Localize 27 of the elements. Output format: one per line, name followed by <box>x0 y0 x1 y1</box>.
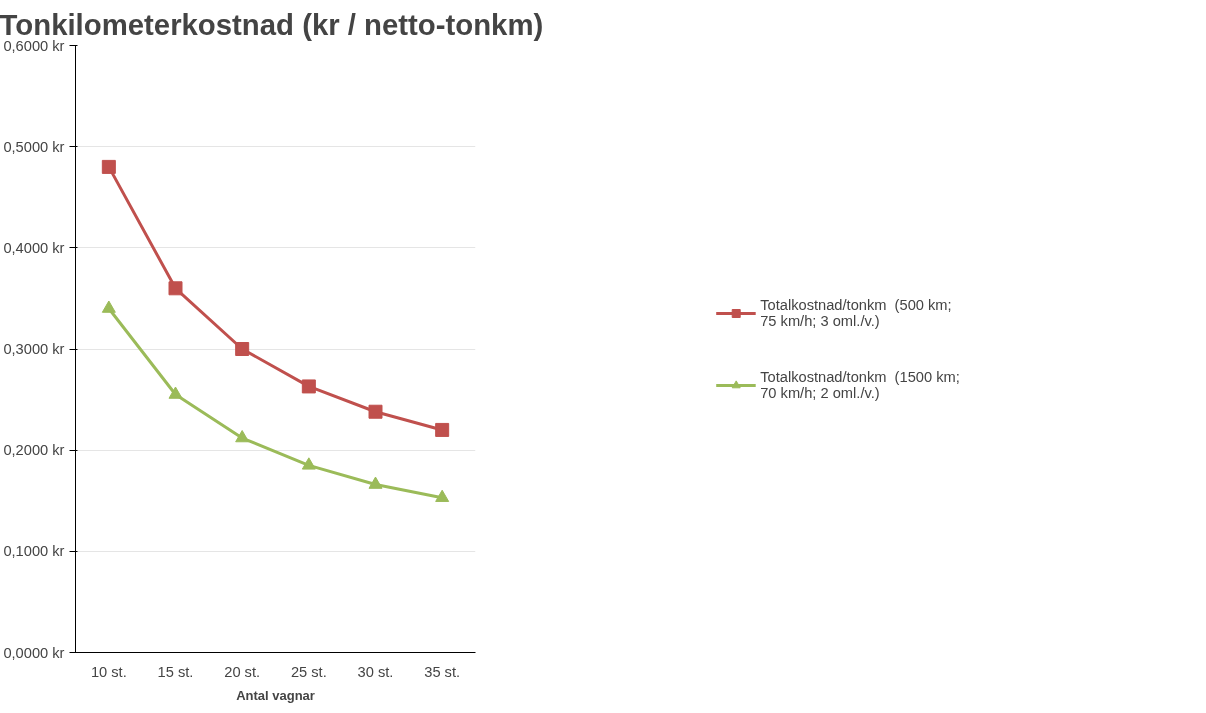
x-tick-label: 15 st. <box>157 663 194 680</box>
point <box>301 457 316 470</box>
x-tick-label: 25 st. <box>290 663 327 680</box>
point <box>235 342 250 356</box>
y-tick-label: 0,1000 kr <box>3 543 65 560</box>
y-tick-label: 0,3000 kr <box>3 341 65 357</box>
point <box>301 379 316 394</box>
y-tick-label: 0,2000 kr <box>3 442 65 459</box>
y-tick-label: 0,5000 kr <box>3 138 65 155</box>
legend-label: Totalkostnad/tonkm (500 km; 75 km/h; 3 oml./v.) <box>760 296 952 329</box>
point <box>168 281 183 296</box>
point <box>101 300 116 313</box>
x-tick-label: 10 st. <box>90 663 127 680</box>
legend-label: Totalkostnad/tonkm (1500 km; 70 km/h; 2 oml./v.) <box>760 368 960 401</box>
point <box>435 422 450 437</box>
point <box>168 386 183 399</box>
y-tick-label: 0,0000 kr <box>3 644 65 661</box>
point <box>101 159 116 174</box>
y-tick-label: 0,4000 kr <box>3 239 65 256</box>
x-tick-label: 20 st. <box>224 663 261 680</box>
point <box>368 404 383 419</box>
x-tick-label: 30 st. <box>357 663 394 680</box>
point <box>368 476 383 489</box>
point <box>435 489 450 502</box>
point <box>235 430 250 443</box>
x-axis-title: Antal vagnar <box>236 687 315 703</box>
x-tick-label: 35 st. <box>424 663 461 680</box>
